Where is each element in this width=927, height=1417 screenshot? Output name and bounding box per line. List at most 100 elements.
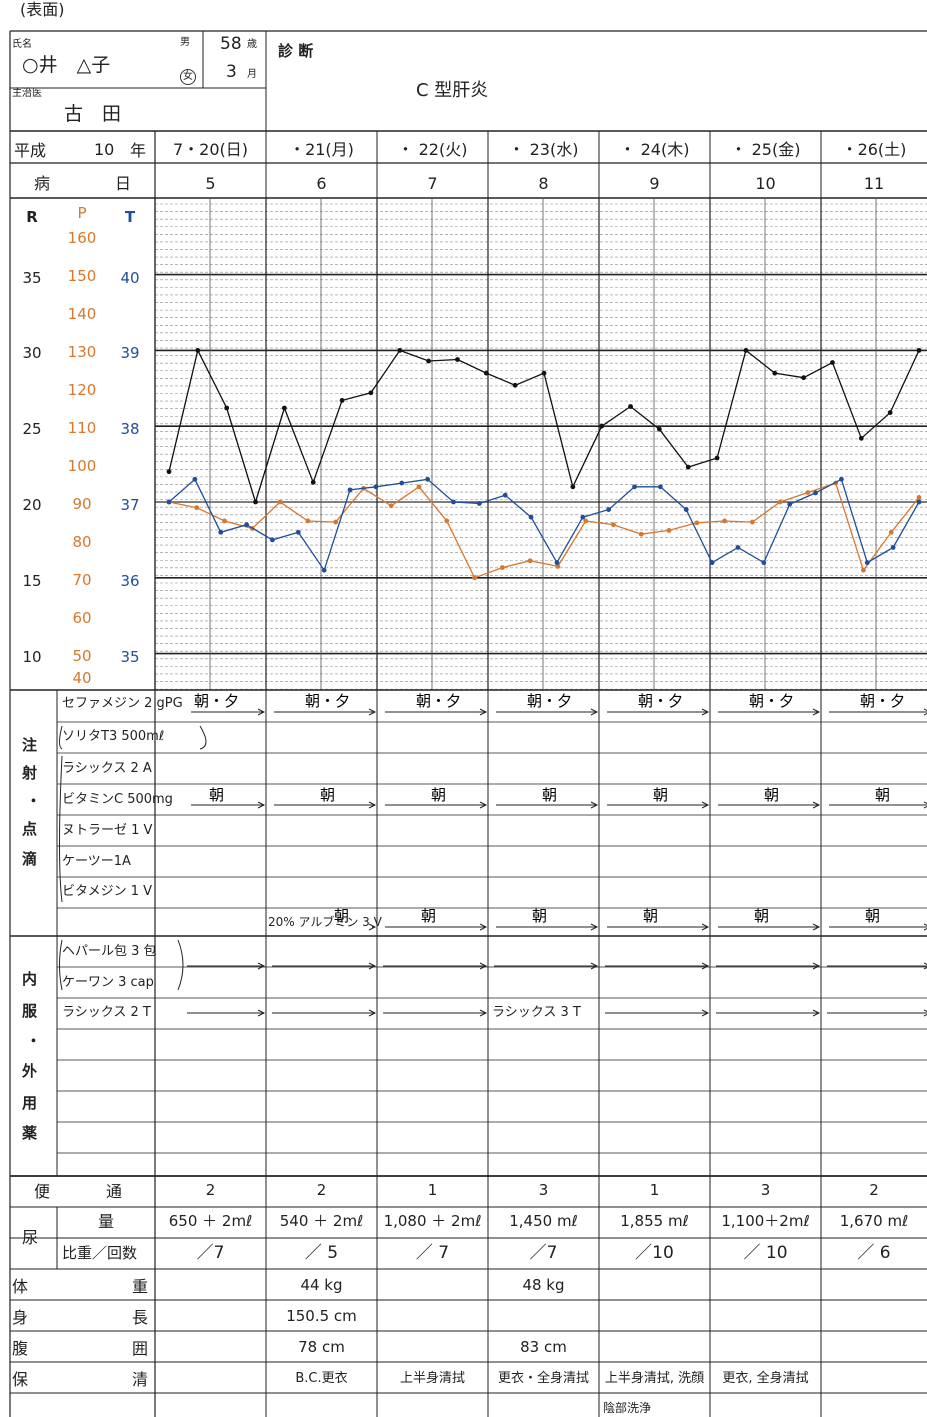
urine-volume-value: 1,080 ＋ 2mℓ — [383, 1212, 482, 1230]
series-point-P — [694, 520, 700, 526]
albumin-arrow-head — [812, 923, 821, 931]
weight-value: 44 kg — [300, 1276, 343, 1294]
series-point-R — [426, 358, 432, 364]
series-point-P — [722, 518, 727, 524]
urine-label: 尿 — [22, 1228, 39, 1247]
oral-hepar-arrow-head — [812, 962, 821, 970]
injection-cefamezin-arrow-head — [701, 708, 710, 716]
p-tick-90: 90 — [72, 495, 92, 513]
injection-cefamezin-marker: 朝・夕 — [305, 692, 350, 710]
injection-vitc-arrow-head — [368, 801, 377, 809]
era-label: 平成 — [14, 141, 47, 160]
hygiene-extra: 陰部洗浄 — [603, 1401, 652, 1415]
injection-section-char-5: 滴 — [22, 850, 38, 868]
stool-value: 1 — [427, 1181, 438, 1199]
sex-female: 女 — [180, 69, 196, 85]
injection-section-char-1: 注 — [22, 736, 38, 754]
series-point-P — [888, 529, 894, 535]
series-point-R — [801, 375, 807, 381]
stool-value: 3 — [760, 1181, 771, 1199]
injection-item-vitamin-c: ビタミンC 500mg — [62, 792, 173, 807]
injection-right-bracket — [199, 725, 207, 750]
r-tick-20: 20 — [22, 496, 42, 514]
series-point-T — [735, 545, 741, 550]
oral-lasix-arrow-head — [479, 1009, 488, 1017]
height-label-b: 長 — [132, 1308, 149, 1327]
injection-cefamezin-marker: 朝・夕 — [416, 692, 461, 710]
injection-section-char-2: 射 — [22, 764, 38, 782]
series-point-R — [887, 410, 893, 415]
series-point-R — [743, 348, 749, 353]
injection-cefamezin-arrow-head — [479, 708, 488, 716]
stool-value: 2 — [869, 1181, 879, 1199]
hygiene-label-a: 保 — [12, 1370, 29, 1389]
oral-section-char-3: ・ — [26, 1032, 42, 1050]
series-point-R — [368, 390, 374, 396]
t-scale-header: T — [124, 208, 136, 226]
month-value: 3 — [226, 62, 237, 82]
injection-vitc-marker: 朝 — [875, 786, 890, 804]
series-point-T — [864, 560, 870, 566]
series-point-R — [685, 464, 691, 470]
hospital-day-7: 11 — [863, 174, 885, 193]
series-point-R — [224, 405, 230, 411]
series-point-T — [683, 507, 689, 512]
albumin-marker: 朝 — [643, 907, 658, 925]
series-point-P — [277, 499, 283, 505]
oral-lasix-arrow-head — [923, 1009, 927, 1017]
injection-left-bracket — [59, 725, 63, 903]
series-point-R — [599, 423, 605, 429]
hospital-day-6: 10 — [755, 174, 776, 193]
r-scale-header: R — [26, 208, 38, 226]
injection-item-nutrase: ヌトラーゼ 1 V — [62, 823, 153, 838]
series-point-R — [714, 455, 720, 461]
oral-hepar-arrow-head — [479, 962, 488, 970]
injection-cefamezin-arrow-head — [368, 708, 377, 716]
injection-vitc-arrow-head — [479, 801, 488, 809]
series-line-T — [168, 478, 920, 572]
injection-section-char-3: ・ — [26, 792, 42, 810]
r-tick-15: 15 — [22, 572, 42, 590]
oral-lasix-arrow-head — [368, 1009, 377, 1017]
series-point-P — [527, 558, 533, 564]
p-tick-120: 120 — [67, 381, 97, 399]
series-point-T — [632, 484, 637, 490]
series-line-P — [168, 482, 920, 579]
series-point-T — [813, 490, 818, 496]
oral-left-bracket — [59, 939, 63, 991]
series-point-T — [709, 560, 715, 566]
albumin-marker: 朝 — [532, 907, 547, 925]
p-tick-70: 70 — [72, 571, 92, 589]
weight-label-a: 体 — [12, 1277, 29, 1296]
urine-gravity-label: 比重／回数 — [62, 1244, 138, 1262]
diagnosis: C 型肝炎 — [416, 80, 489, 101]
series-point-T — [580, 514, 586, 520]
oral-right-bracket — [177, 939, 184, 991]
injection-section-char-4: 点 — [22, 820, 38, 838]
r-tick-10: 10 — [22, 648, 42, 666]
series-point-T — [890, 545, 896, 550]
hospital-day-label-b: 日 — [115, 174, 132, 193]
series-point-T — [321, 567, 327, 573]
urine-gravity-value: ／10 — [635, 1243, 674, 1263]
year-unit: 年 — [130, 141, 147, 160]
hygiene-value: 上半身清拭 — [399, 1371, 465, 1386]
series-point-P — [861, 567, 866, 573]
oral-hepar-arrow-head — [257, 962, 266, 970]
p-tick-40: 40 — [72, 669, 92, 687]
p-tick-110: 110 — [67, 419, 97, 437]
series-point-T — [244, 522, 249, 528]
injection-cefamezin-marker: 朝・夕 — [749, 692, 794, 710]
series-point-P — [499, 565, 505, 570]
hygiene-label-b: 清 — [132, 1370, 149, 1389]
oral-hepar-arrow-head — [590, 962, 599, 970]
injection-item-vitamedin: ビタメジン 1 V — [62, 884, 153, 899]
hospital-day-4: 8 — [538, 174, 549, 193]
urine-volume-value: 540 ＋ 2mℓ — [279, 1212, 364, 1230]
p-tick-100: 100 — [67, 457, 97, 475]
injection-vitc-marker: 朝 — [209, 786, 224, 804]
series-point-T — [192, 476, 198, 482]
series-point-T — [270, 537, 275, 543]
series-point-R — [830, 360, 835, 365]
series-point-P — [222, 518, 227, 524]
